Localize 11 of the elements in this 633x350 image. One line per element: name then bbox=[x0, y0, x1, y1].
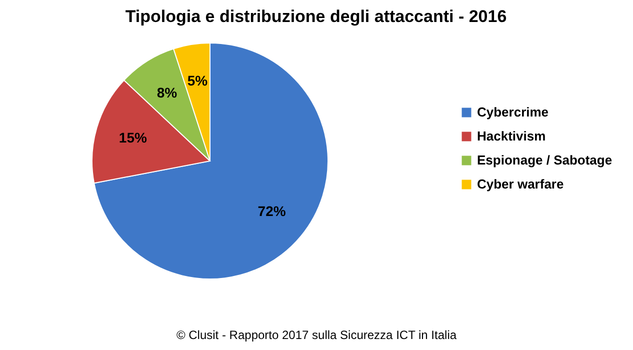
legend-label: Hacktivism bbox=[477, 128, 546, 144]
legend-label: Espionage / Sabotage bbox=[477, 152, 612, 168]
legend-label: Cyber warfare bbox=[477, 176, 564, 192]
legend-label: Cybercrime bbox=[477, 104, 549, 120]
data-label: 72% bbox=[258, 203, 286, 220]
data-label: 5% bbox=[187, 72, 208, 89]
text: © Clusit - Rapporto 2017 sulla Sicurezza ICT in Italia bbox=[175, 328, 458, 342]
chart-title: Tipologia e distribuzione degli attaccanti - 2016 bbox=[125, 7, 507, 26]
pie-slice bbox=[94, 42, 328, 280]
data-label: 15% bbox=[118, 130, 148, 146]
data-label: 8% bbox=[156, 84, 178, 100]
